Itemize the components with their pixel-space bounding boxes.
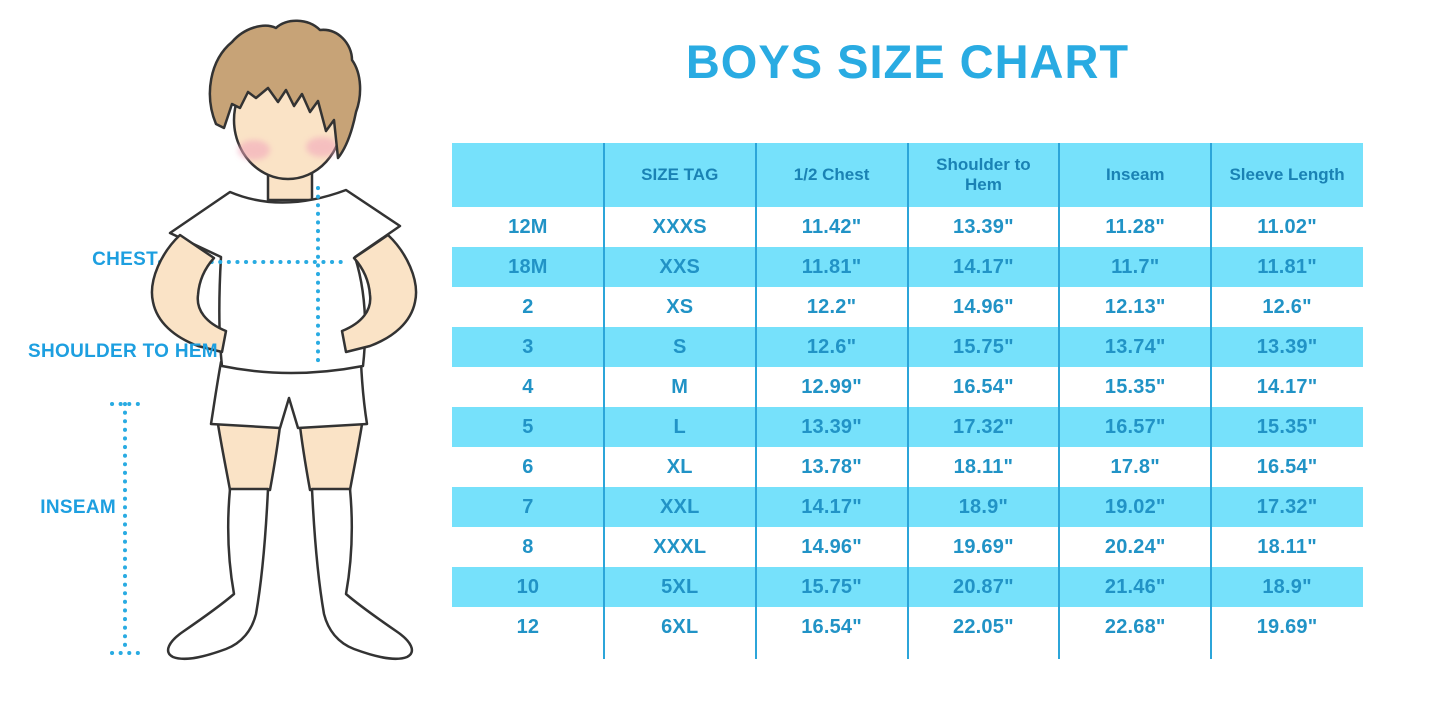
size-tag-cell: XXL xyxy=(659,495,700,518)
size-cell: 8 xyxy=(522,535,534,558)
sleeve-length-cell: 15.35" xyxy=(1256,415,1318,438)
size-cell: 3 xyxy=(522,335,534,358)
size-cell: 7 xyxy=(522,495,534,518)
figure-blush-left xyxy=(238,140,270,160)
column-divider xyxy=(906,143,909,659)
inseam-cell: 19.02" xyxy=(1104,495,1166,518)
sleeve-length-cell: 18.9" xyxy=(1262,575,1312,598)
half-chest-cell: 12.99" xyxy=(801,375,862,398)
inseam-cell: 17.8" xyxy=(1110,455,1160,478)
size-tag-cell: L xyxy=(673,415,686,438)
sleeve-length-cell: 18.11" xyxy=(1257,535,1317,558)
shoulder-to-hem-cell: 18.11" xyxy=(953,455,1014,478)
column-divider xyxy=(754,143,757,659)
inseam-cell: 15.35" xyxy=(1104,375,1166,398)
inseam-label: INSEAM xyxy=(40,497,116,518)
size-cell: 18M xyxy=(508,255,548,278)
size-cell: 5 xyxy=(522,415,534,438)
size-cell: 2 xyxy=(522,295,534,318)
half-chest-cell: 11.81" xyxy=(801,255,862,278)
chest-label: CHEST xyxy=(92,249,158,270)
half-chest-cell: 14.17" xyxy=(801,495,862,518)
inseam-cell: 11.28" xyxy=(1105,215,1166,238)
half-chest-cell: 13.39" xyxy=(801,415,862,438)
size-tag-cell: XXXS xyxy=(652,215,707,238)
shoulder-to-hem-cell: 13.39" xyxy=(953,215,1014,238)
size-tag-cell: M xyxy=(671,375,689,398)
figure-hair xyxy=(208,19,362,160)
column-divider xyxy=(1210,143,1213,659)
size-tag-cell: S xyxy=(672,335,687,358)
sleeve-length-cell: 17.32" xyxy=(1256,495,1318,518)
size-tag-cell: XS xyxy=(666,295,694,318)
size-tag-cell: XXS xyxy=(659,255,701,278)
figure-left-sock xyxy=(166,487,270,661)
figure-left-arm xyxy=(150,233,228,354)
boy-figure-illustration xyxy=(110,19,418,661)
sleeve-length-cell: 16.54" xyxy=(1256,455,1318,478)
size-cell: 12 xyxy=(516,615,540,638)
size-tag-cell: 5XL xyxy=(661,575,699,598)
header-cell-size xyxy=(452,143,604,207)
shoulder-to-hem-cell: 20.87" xyxy=(953,575,1014,598)
shoulder-to-hem-cell: 14.96" xyxy=(953,295,1014,318)
figure-right-leg xyxy=(297,416,365,492)
inseam-cell: 20.24" xyxy=(1104,535,1166,558)
size-tag-cell: XL xyxy=(666,455,693,478)
sleeve-length-cell: 13.39" xyxy=(1256,335,1318,358)
half-chest-cell: 11.42" xyxy=(801,215,862,238)
sleeve-length-cell: 19.69" xyxy=(1256,615,1318,638)
size-tag-cell: XXXL xyxy=(653,535,707,558)
size-cell: 12M xyxy=(508,215,548,238)
half-chest-cell: 13.78" xyxy=(801,455,862,478)
column-divider xyxy=(602,143,605,659)
inseam-cell: 13.74" xyxy=(1104,335,1166,358)
half-chest-cell: 15.75" xyxy=(801,575,862,598)
column-divider xyxy=(1058,143,1061,659)
sleeve-length-cell: 11.02" xyxy=(1257,215,1317,238)
figure-left-leg xyxy=(215,416,283,492)
figure-shirt xyxy=(168,188,402,375)
size-cell: 4 xyxy=(522,375,534,398)
sleeve-length-cell: 14.17" xyxy=(1256,375,1318,398)
shoulder-to-hem-cell: 16.54" xyxy=(953,375,1014,398)
figure-right-sock xyxy=(310,487,414,661)
header-cell-size-tag: SIZE TAG xyxy=(641,165,719,185)
header-cell-sleeve-length: Sleeve Length xyxy=(1229,165,1345,185)
size-tag-cell: 6XL xyxy=(661,615,699,638)
header-cell-shoulder-to-hem: Shoulder to Hem xyxy=(936,155,1031,194)
sleeve-length-cell: 12.6" xyxy=(1262,295,1312,318)
figure-right-arm xyxy=(340,233,418,354)
inseam-cell: 12.13" xyxy=(1104,295,1166,318)
inseam-cell: 21.46" xyxy=(1104,575,1166,598)
half-chest-cell: 12.2" xyxy=(806,295,857,318)
shoulder-to-hem-cell: 19.69" xyxy=(953,535,1014,558)
shoulder-to-hem-cell: 22.05" xyxy=(953,615,1014,638)
half-chest-cell: 14.96" xyxy=(801,535,862,558)
size-cell: 6 xyxy=(522,455,534,478)
shoulder-to-hem-label: SHOULDER TO HEM xyxy=(28,341,218,362)
size-table: SIZE TAG 1/2 Chest Shoulder to Hem Insea… xyxy=(452,143,1363,663)
shoulder-to-hem-cell: 15.75" xyxy=(953,335,1014,358)
half-chest-cell: 12.6" xyxy=(806,335,857,358)
sleeve-length-cell: 11.81" xyxy=(1257,255,1317,278)
shoulder-to-hem-cell: 17.32" xyxy=(953,415,1014,438)
inseam-cell: 11.7" xyxy=(1111,255,1160,278)
inseam-cell: 22.68" xyxy=(1104,615,1166,638)
header-cell-half-chest: 1/2 Chest xyxy=(793,165,870,185)
figure-blush-right xyxy=(306,137,338,157)
size-cell: 10 xyxy=(516,575,540,598)
header-cell-inseam: Inseam xyxy=(1105,165,1165,185)
shoulder-to-hem-cell: 14.17" xyxy=(953,255,1014,278)
page-title: BOYS SIZE CHART xyxy=(685,35,1130,88)
shoulder-to-hem-cell: 18.9" xyxy=(958,495,1009,518)
inseam-cell: 16.57" xyxy=(1104,415,1166,438)
half-chest-cell: 16.54" xyxy=(801,615,862,638)
